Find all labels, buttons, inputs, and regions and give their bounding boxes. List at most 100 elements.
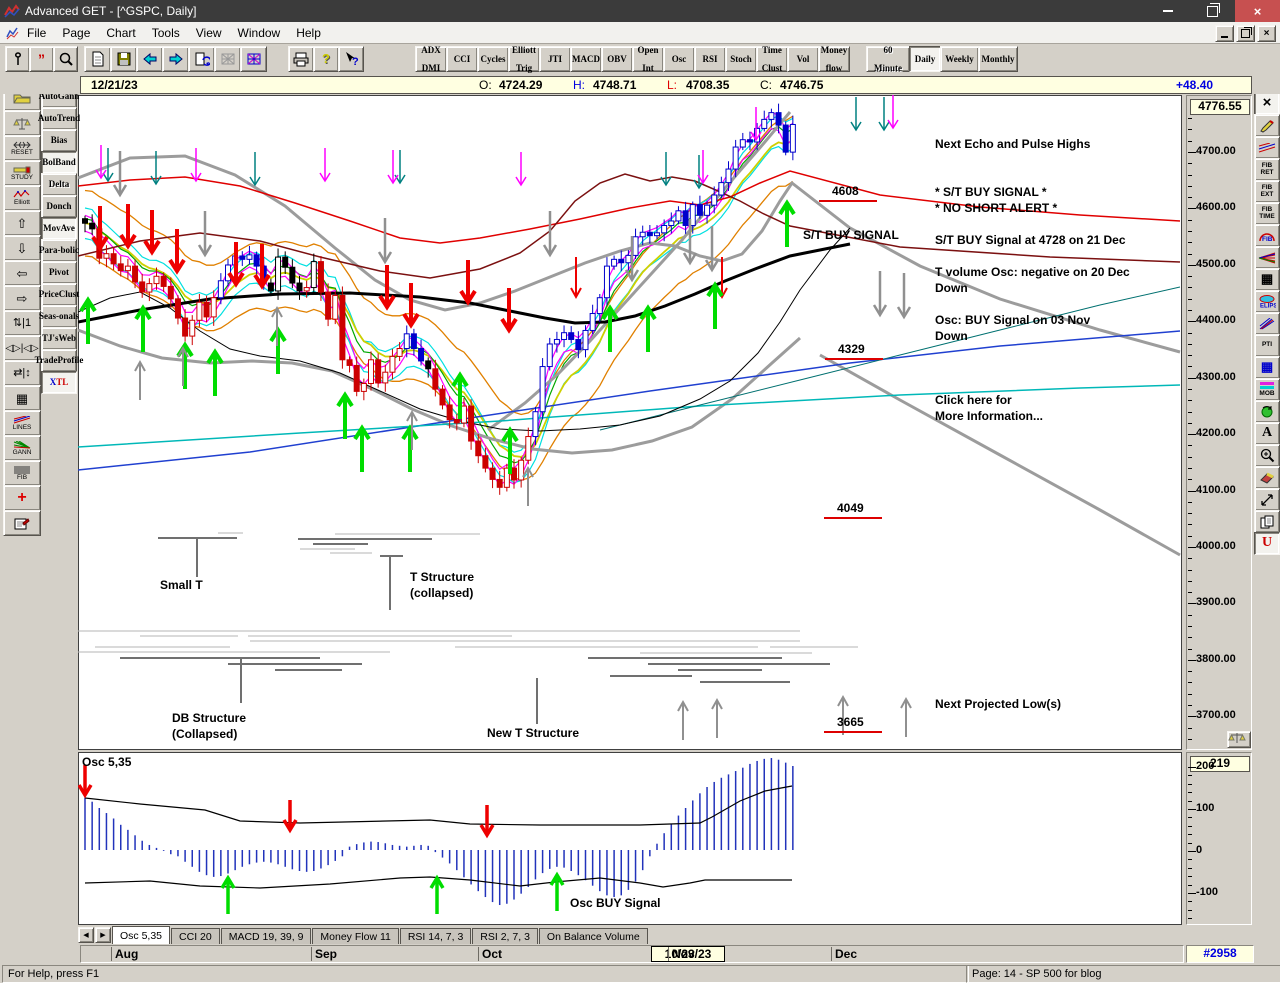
fib-extension-button[interactable]: FIB EXT [1254, 180, 1280, 203]
elliott-button[interactable]: Elliott [3, 185, 41, 211]
study-delta-button[interactable]: Delta [41, 173, 77, 196]
pin-button[interactable] [5, 46, 30, 72]
oscillator-panel[interactable] [78, 752, 1182, 925]
fib-button[interactable]: FIB [3, 460, 41, 486]
mdi-restore-button[interactable] [1236, 25, 1255, 42]
tab-rsi-14-7-3[interactable]: RSI 14, 7, 3 [399, 928, 472, 944]
eraser-button[interactable] [1254, 466, 1280, 489]
quotes-button[interactable]: ” [29, 46, 54, 72]
document-icon[interactable] [6, 26, 19, 40]
minimize-button[interactable] [1145, 0, 1190, 22]
expand-bars-button[interactable]: ◁▷|◁▷ [3, 335, 41, 361]
scales-icon[interactable] [1227, 731, 1251, 748]
shift-up-button[interactable]: ⇧ [3, 210, 41, 236]
menu-page[interactable]: Page [62, 25, 91, 40]
tab-osc-5-35[interactable]: Osc 5,35 [112, 926, 171, 944]
fan-lines-button[interactable] [1254, 246, 1280, 269]
grid-blue-button[interactable]: ▦ [1254, 356, 1280, 379]
search-button[interactable] [53, 46, 78, 72]
indicator-money-flow-button[interactable]: Money flow [818, 45, 850, 72]
shift-down-button[interactable]: ⇩ [3, 235, 41, 261]
tab-scroll-right[interactable]: ▶ [95, 927, 111, 943]
save-button[interactable] [110, 46, 137, 72]
prev-page-button[interactable] [136, 46, 163, 72]
indicator-adx-dmi-button[interactable]: ADX DMI [415, 45, 447, 72]
indicator-obv-button[interactable]: OBV [601, 46, 633, 72]
study-movave-button[interactable]: Mov Ave [41, 217, 77, 240]
study-bias-button[interactable]: Bias [41, 129, 77, 152]
indicator-stoch-button[interactable]: Stoch [725, 46, 757, 72]
study-pivot-button[interactable]: Pivot [41, 261, 77, 284]
scales-button[interactable] [3, 110, 41, 136]
fib-circle-button[interactable]: FIB [1254, 224, 1280, 247]
context-help-button[interactable]: ? [338, 46, 364, 72]
indicator-elliott-trig-button[interactable]: Elliott Trig [508, 45, 540, 72]
menu-window[interactable]: Window [237, 25, 281, 40]
study-tjsweb-button[interactable]: TJ's Web [41, 327, 77, 350]
lines-button[interactable]: LINES [3, 410, 41, 436]
study-button[interactable]: STUDY [3, 160, 41, 186]
study-parabolic-button[interactable]: Para-bolic [39, 239, 79, 262]
oscillator-axis[interactable]: 219 200 100 0 -100 [1186, 752, 1252, 925]
study-priceclust-button[interactable]: Price Clust [39, 283, 79, 306]
shift-right-button[interactable]: ⇨ [3, 285, 41, 311]
ellipse-button[interactable]: ELIPS [1254, 290, 1280, 313]
pencil-button[interactable] [1254, 114, 1280, 137]
copy-page-button[interactable] [1254, 510, 1280, 533]
timeframe-60-minute-button[interactable]: 60 Minute [866, 45, 910, 72]
indicator-rsi-button[interactable]: RSI [694, 46, 726, 72]
refresh-page-button[interactable] [188, 46, 215, 72]
price-axis[interactable]: 4776.55 4700.00 4600.00 4500.00 4400.00 4300… [1186, 95, 1252, 750]
new-page-button[interactable] [84, 46, 111, 72]
expand-window-button[interactable] [1254, 488, 1280, 511]
close-drawing-tools-button[interactable]: × [1254, 92, 1280, 115]
indicator-cci-button[interactable]: CCI [446, 46, 478, 72]
mdi-minimize-button[interactable] [1215, 25, 1234, 42]
reset-button[interactable]: RESET [3, 135, 41, 161]
shift-left-button[interactable]: ⇦ [3, 260, 41, 286]
timeframe-monthly-button[interactable]: Monthly [978, 46, 1018, 72]
dot-grid-button[interactable]: ▦ [3, 385, 41, 411]
study-seasonals-button[interactable]: Seas-onals [39, 305, 79, 328]
zoom-in-button[interactable] [1254, 444, 1280, 467]
fib-retracement-button[interactable]: FIB RET [1254, 158, 1280, 181]
indicator-time-clust-button[interactable]: Time Clust [756, 45, 788, 72]
mdi-close-button[interactable]: × [1257, 25, 1276, 42]
indicator-jti-button[interactable]: JTI [539, 46, 571, 72]
indicator-macd-button[interactable]: MACD [570, 46, 602, 72]
menu-chart[interactable]: Chart [106, 25, 136, 40]
indicator-open-int-button[interactable]: Open Int [632, 45, 664, 72]
tab-macd-19-39-9[interactable]: MACD 19, 39, 9 [220, 928, 312, 944]
fib-time-button[interactable]: FIB TIME [1254, 202, 1280, 225]
trend-lines-button[interactable] [1254, 136, 1280, 159]
restore-button[interactable] [1190, 0, 1235, 22]
indicator-vol-button[interactable]: Vol [787, 46, 819, 72]
next-page-button[interactable] [162, 46, 189, 72]
study-autotrend-button[interactable]: Auto Trend [38, 107, 80, 130]
study-bolband-button[interactable]: Bol Band [41, 151, 77, 174]
tab-scroll-left[interactable]: ◀ [78, 927, 94, 943]
help-button[interactable]: ? [313, 46, 339, 72]
grid-color-button[interactable] [240, 46, 267, 72]
text-tool-button[interactable]: A [1254, 422, 1280, 445]
study-donch-button[interactable]: Donch [41, 195, 77, 218]
selected-date-box[interactable]: 10/23/23 [651, 946, 725, 962]
pitchfork-button[interactable] [1254, 312, 1280, 335]
mob-button[interactable]: MOB [1254, 378, 1280, 401]
tab-cci-20[interactable]: CCI 20 [171, 928, 220, 944]
grid-disabled-button[interactable] [214, 46, 241, 72]
magnet-button[interactable]: U [1254, 532, 1280, 555]
close-button[interactable]: × [1235, 0, 1280, 22]
print-button[interactable] [288, 46, 314, 72]
menu-file[interactable]: File [27, 25, 47, 40]
tab-rsi-2-7-3[interactable]: RSI 2, 7, 3 [472, 928, 538, 944]
menu-tools[interactable]: Tools [151, 25, 180, 40]
menu-help[interactable]: Help [296, 25, 321, 40]
indicator-cycles-button[interactable]: Cycles [477, 46, 509, 72]
tab-money-flow-11[interactable]: Money Flow 11 [312, 928, 399, 944]
make-or-break-button[interactable] [1254, 400, 1280, 423]
menu-view[interactable]: View [195, 25, 222, 40]
timeframe-weekly-button[interactable]: Weekly [940, 46, 979, 72]
gann-button[interactable]: GANN [3, 435, 41, 461]
study-xtl-button[interactable]: XTL [41, 371, 77, 394]
